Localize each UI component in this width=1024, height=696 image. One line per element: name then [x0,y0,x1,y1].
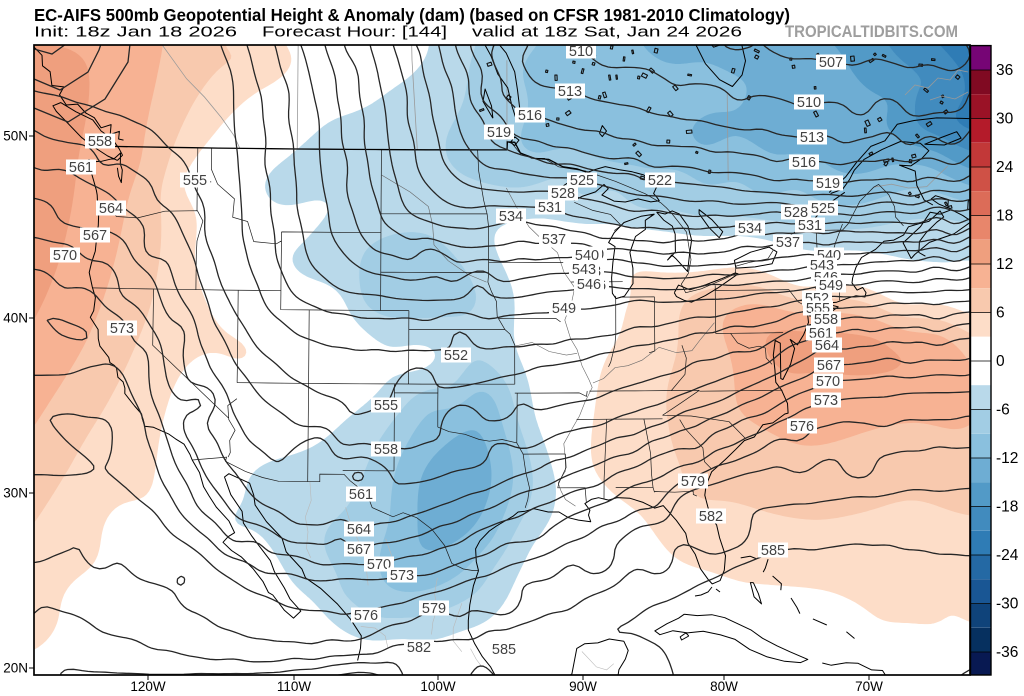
svg-text:585: 585 [492,642,516,658]
svg-text:80W: 80W [710,679,738,694]
svg-text:519: 519 [816,176,840,192]
svg-text:558: 558 [88,134,112,150]
svg-text:564: 564 [347,522,371,538]
svg-text:567: 567 [817,358,841,374]
svg-text:561: 561 [69,160,93,176]
svg-text:585: 585 [761,543,785,559]
svg-text:510: 510 [797,95,821,111]
svg-text:576: 576 [354,608,378,624]
svg-text:573: 573 [390,568,414,584]
svg-text:Init: 18z Jan 18 2026: Init: 18z Jan 18 2026 [34,25,237,41]
svg-text:543: 543 [572,262,596,278]
svg-text:579: 579 [422,601,446,617]
svg-text:534: 534 [499,209,523,225]
svg-text:567: 567 [83,228,107,244]
svg-text:120W: 120W [130,679,166,694]
svg-text:525: 525 [811,201,835,217]
svg-text:531: 531 [798,218,822,234]
svg-text:EC-AIFS 500mb Geopotential Hei: EC-AIFS 500mb Geopotential Height & Anom… [34,5,790,25]
svg-text:90W: 90W [569,679,597,694]
svg-text:534: 534 [738,221,762,237]
svg-text:100W: 100W [420,679,456,694]
svg-text:516: 516 [792,155,816,171]
svg-text:-36: -36 [996,644,1018,661]
svg-text:50N: 50N [3,129,28,144]
svg-text:-24: -24 [996,547,1019,564]
svg-text:576: 576 [790,419,814,435]
svg-text:110W: 110W [277,679,312,694]
svg-text:537: 537 [542,232,566,248]
svg-text:-6: -6 [996,402,1010,419]
svg-text:30: 30 [996,111,1014,128]
svg-text:24: 24 [996,159,1014,176]
svg-text:510: 510 [569,44,593,60]
svg-text:579: 579 [681,474,705,490]
svg-text:546: 546 [577,277,601,293]
svg-text:valid at 18z Sat, Jan 24 2026: valid at 18z Sat, Jan 24 2026 [472,25,742,41]
svg-text:558: 558 [374,442,398,458]
svg-text:-12: -12 [996,450,1018,467]
svg-text:18: 18 [996,208,1013,225]
svg-text:20N: 20N [3,661,28,676]
svg-text:70W: 70W [855,679,883,694]
svg-text:TROPICALTIDBITS.COM: TROPICALTIDBITS.COM [785,23,958,41]
svg-text:6: 6 [996,305,1005,322]
svg-text:555: 555 [374,398,398,414]
svg-text:507: 507 [819,55,843,71]
svg-text:582: 582 [407,640,431,656]
svg-text:12: 12 [996,256,1013,273]
svg-text:-18: -18 [996,499,1018,516]
svg-text:528: 528 [551,186,575,202]
svg-text:573: 573 [110,321,134,337]
svg-text:573: 573 [814,393,838,409]
svg-text:513: 513 [800,130,824,146]
svg-text:0: 0 [996,353,1005,370]
svg-text:540: 540 [575,248,599,264]
svg-text:513: 513 [558,84,582,100]
svg-text:564: 564 [99,201,123,217]
svg-text:582: 582 [699,509,723,525]
svg-text:555: 555 [183,173,207,189]
svg-text:567: 567 [347,542,371,558]
svg-text:30N: 30N [3,486,28,501]
svg-text:570: 570 [53,248,77,264]
svg-text:36: 36 [996,62,1013,79]
svg-text:-30: -30 [996,596,1019,613]
svg-text:552: 552 [444,348,468,364]
svg-text:561: 561 [349,487,373,503]
svg-text:549: 549 [552,301,576,317]
svg-text:570: 570 [367,557,391,573]
svg-text:40N: 40N [3,311,28,326]
svg-text:537: 537 [776,235,800,251]
svg-text:522: 522 [648,173,672,189]
svg-text:570: 570 [816,374,840,390]
svg-text:564: 564 [815,338,839,354]
svg-text:Forecast Hour: [144]: Forecast Hour: [144] [262,25,447,41]
svg-text:531: 531 [538,200,562,216]
svg-text:558: 558 [814,312,838,328]
svg-text:519: 519 [487,125,511,141]
svg-text:516: 516 [518,108,542,124]
